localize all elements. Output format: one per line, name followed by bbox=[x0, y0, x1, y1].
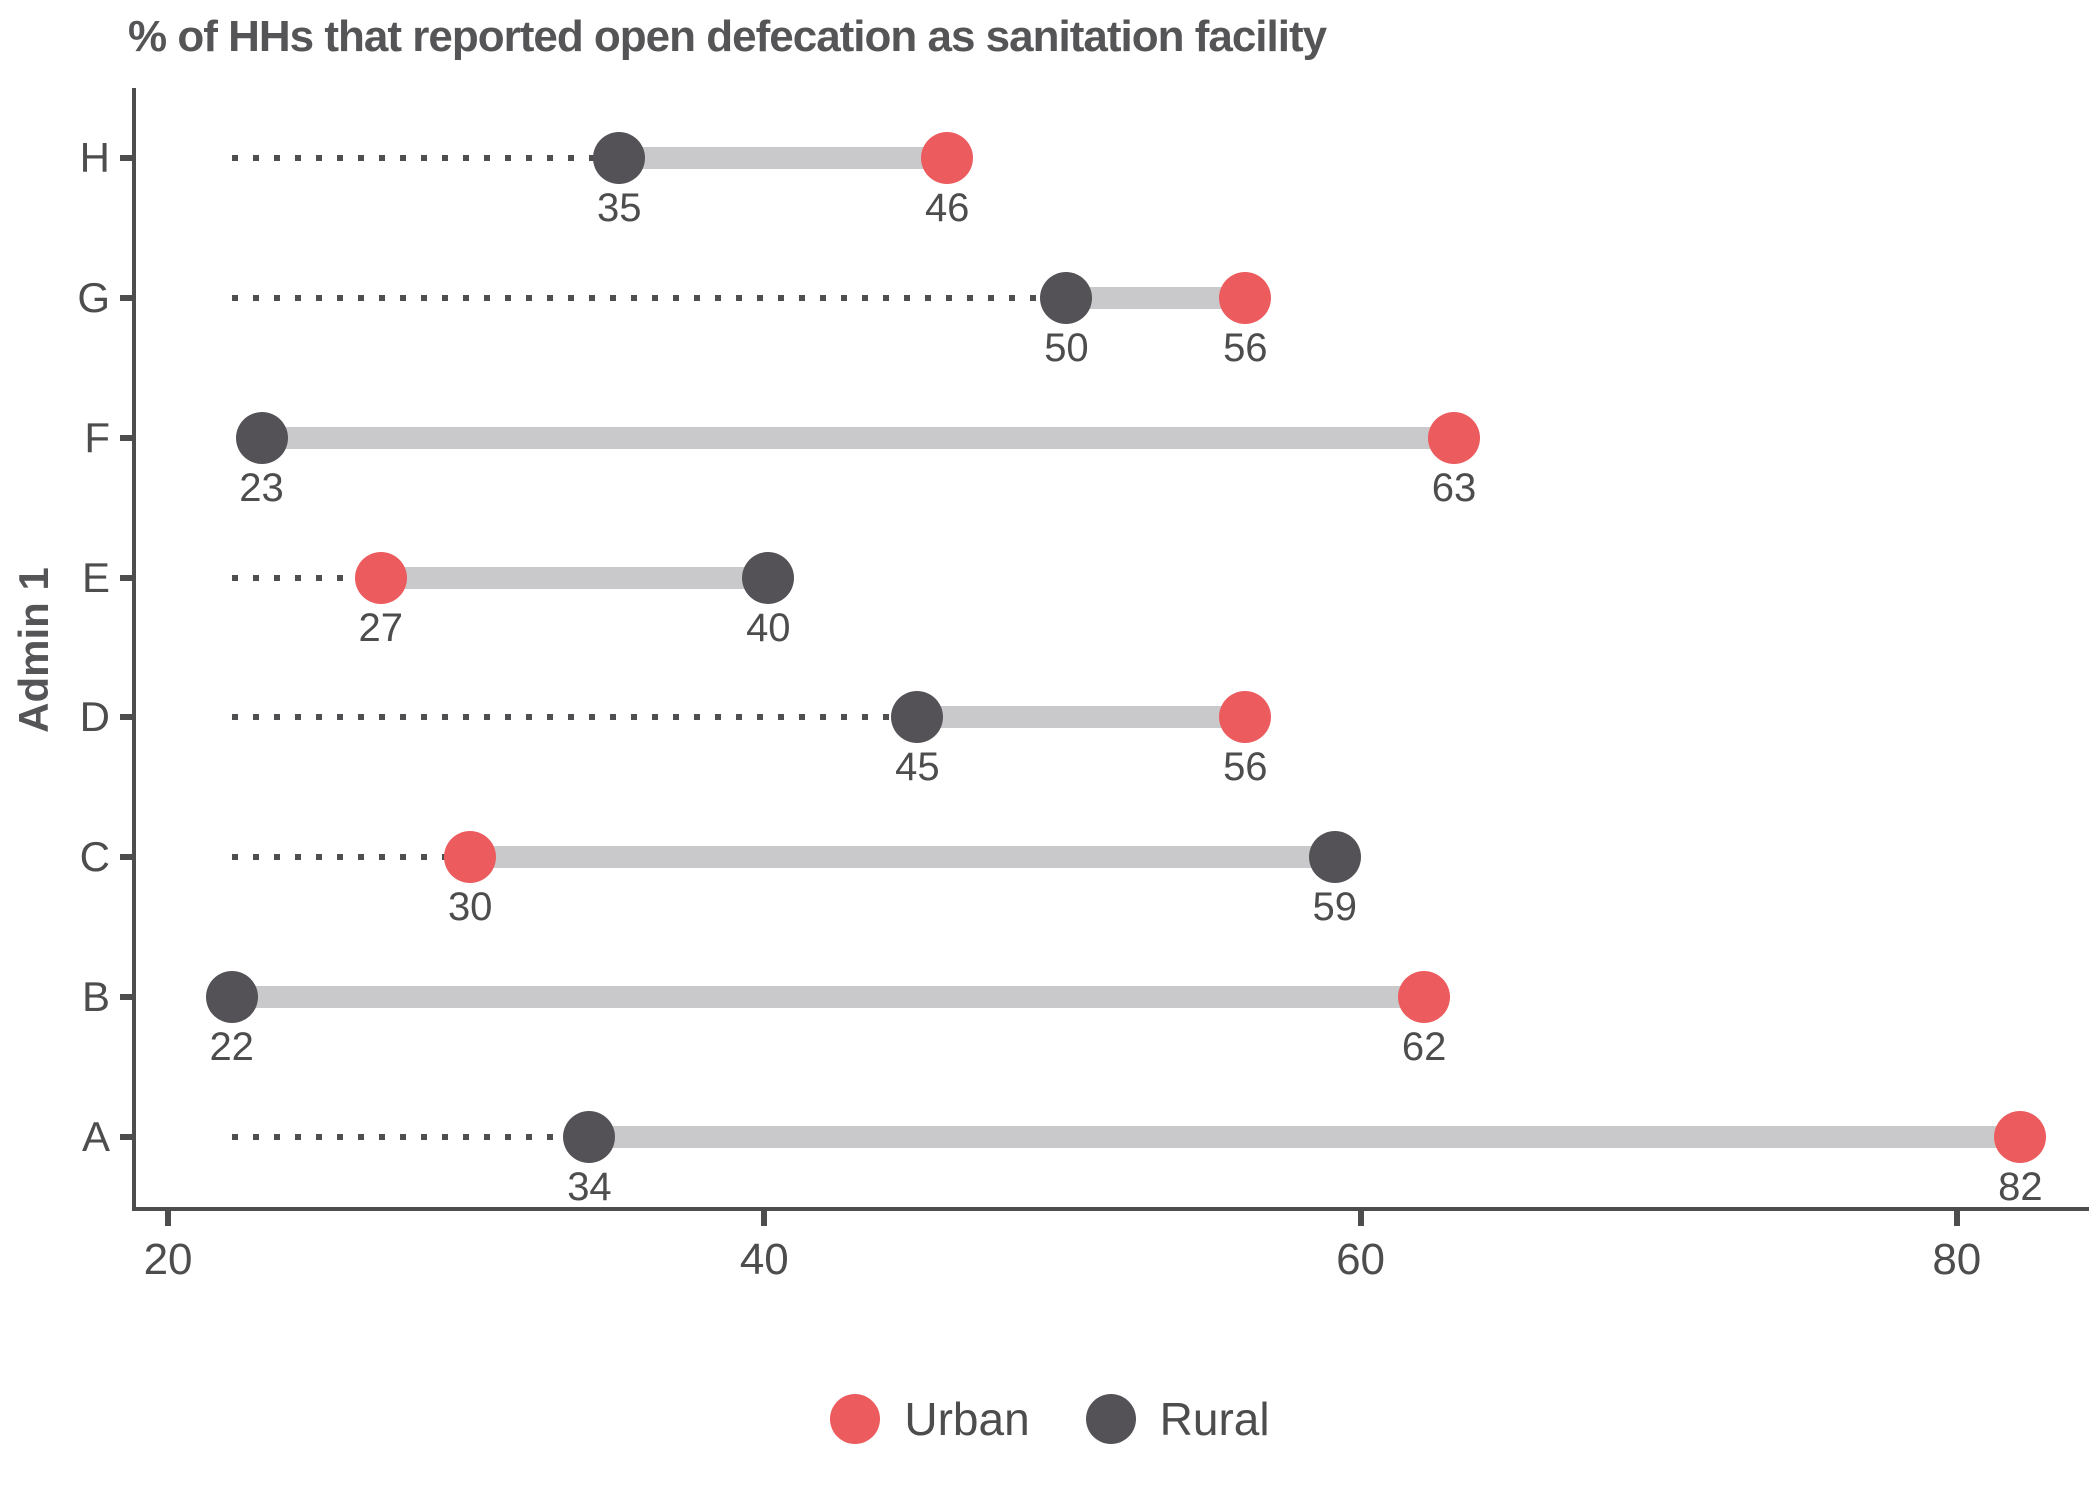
urban-legend-label: Urban bbox=[904, 1393, 1030, 1445]
category-label: A bbox=[81, 1113, 110, 1161]
x-axis-tick-label: 60 bbox=[1336, 1235, 1386, 1284]
rural-point bbox=[891, 691, 944, 744]
urban-value-label: 56 bbox=[1223, 325, 1268, 370]
y-axis-tick bbox=[120, 1134, 136, 1141]
rural-value-label: 50 bbox=[1044, 325, 1089, 370]
connector-bar bbox=[380, 566, 769, 589]
category-label: B bbox=[81, 973, 110, 1021]
dotted-leader-line bbox=[231, 714, 918, 721]
rural-value-label: 22 bbox=[209, 1025, 254, 1070]
urban-point bbox=[444, 831, 497, 884]
x-axis-tick-label: 40 bbox=[739, 1235, 789, 1284]
x-axis-tick bbox=[165, 1211, 172, 1226]
rural-point bbox=[1040, 271, 1093, 324]
rural-point bbox=[742, 551, 795, 604]
dotted-leader-line bbox=[231, 574, 381, 581]
y-axis-tick bbox=[120, 434, 136, 441]
y-axis-tick bbox=[120, 994, 136, 1001]
x-axis-tick bbox=[1357, 1211, 1364, 1226]
dotted-leader-line bbox=[231, 854, 471, 861]
urban-value-label: 30 bbox=[447, 885, 493, 930]
connector-bar bbox=[589, 1126, 2021, 1149]
urban-value-label: 46 bbox=[924, 185, 970, 230]
chart-row-d: D 45 56 bbox=[80, 648, 2089, 790]
chart-row-c: C 59 30 bbox=[80, 787, 2089, 930]
chart-row-g: G 50 56 bbox=[77, 228, 2089, 370]
rural-value-label: 34 bbox=[567, 1165, 612, 1210]
y-axis-tick bbox=[120, 154, 136, 161]
category-label: E bbox=[81, 553, 110, 601]
urban-value-label: 63 bbox=[1431, 465, 1477, 510]
chart-row-h: H 35 46 bbox=[80, 88, 2089, 230]
dotted-leader-line bbox=[231, 1134, 590, 1141]
connector-bar bbox=[1066, 286, 1246, 309]
x-axis-tick-label: 80 bbox=[1932, 1235, 1982, 1284]
urban-value-label: 27 bbox=[358, 605, 404, 650]
connector-bar bbox=[261, 426, 1454, 449]
category-label: D bbox=[79, 693, 110, 741]
rural-value-label: 45 bbox=[895, 745, 940, 790]
urban-legend-dot-icon bbox=[830, 1394, 881, 1444]
y-axis-tick bbox=[120, 854, 136, 861]
connector-bar bbox=[917, 706, 1246, 729]
x-axis-tick bbox=[1953, 1211, 1960, 1226]
dotted-leader-line bbox=[231, 294, 1067, 301]
urban-point bbox=[1398, 971, 1451, 1024]
x-axis-tick-label: 20 bbox=[143, 1235, 193, 1284]
y-axis-tick bbox=[120, 714, 136, 721]
urban-point bbox=[1219, 691, 1272, 744]
chart-row-a: A 34 82 bbox=[82, 1067, 2089, 1210]
urban-point bbox=[921, 131, 974, 184]
chart-title: % of HHs that reported open defecation a… bbox=[128, 12, 1327, 61]
chart-row-f: F 23 63 bbox=[84, 368, 2089, 510]
rural-value-label: 35 bbox=[597, 185, 642, 230]
x-axis-tick bbox=[761, 1211, 768, 1226]
rural-value-label: 40 bbox=[746, 605, 791, 650]
urban-point bbox=[1427, 411, 1480, 464]
rural-point bbox=[205, 971, 258, 1024]
category-label: G bbox=[77, 273, 110, 321]
rural-point bbox=[563, 1111, 616, 1164]
y-axis-tick bbox=[120, 294, 136, 301]
x-axis: 20 40 60 80 bbox=[132, 1211, 2085, 1301]
urban-point bbox=[1219, 271, 1272, 324]
rural-point bbox=[593, 131, 646, 184]
category-label: F bbox=[84, 413, 110, 461]
legend-item-urban: Urban bbox=[830, 1392, 1030, 1446]
rural-value-label: 59 bbox=[1312, 885, 1358, 930]
connector-bar bbox=[231, 986, 1425, 1009]
urban-point bbox=[1994, 1111, 2047, 1164]
rural-legend-label: Rural bbox=[1159, 1393, 1270, 1445]
category-label: C bbox=[79, 833, 110, 881]
urban-value-label: 82 bbox=[1998, 1165, 2043, 1210]
urban-value-label: 62 bbox=[1401, 1025, 1447, 1070]
dotted-leader-line bbox=[231, 154, 620, 161]
category-label: H bbox=[79, 133, 110, 181]
legend-item-rural: Rural bbox=[1085, 1392, 1270, 1446]
y-axis-title: Admin 1 bbox=[10, 567, 57, 733]
y-axis-tick bbox=[120, 574, 136, 581]
urban-value-label: 56 bbox=[1223, 745, 1268, 790]
rural-legend-dot-icon bbox=[1085, 1394, 1136, 1444]
plot-area: H 35 46 G 50 56 F 23 63 E 40 27 D 45 56 C 59 30 B 22 62 A 34 82 bbox=[77, 88, 2089, 1211]
connector-bar bbox=[619, 146, 948, 169]
rural-point bbox=[1308, 831, 1361, 884]
rural-point bbox=[235, 411, 288, 464]
rural-value-label: 23 bbox=[239, 465, 284, 510]
chart-row-e: E 40 27 bbox=[82, 508, 2089, 650]
chart-row-b: B 22 62 bbox=[82, 927, 2089, 1070]
legend: Urban Rural bbox=[0, 1392, 2100, 1446]
urban-point bbox=[354, 551, 407, 604]
connector-bar bbox=[470, 846, 1335, 869]
